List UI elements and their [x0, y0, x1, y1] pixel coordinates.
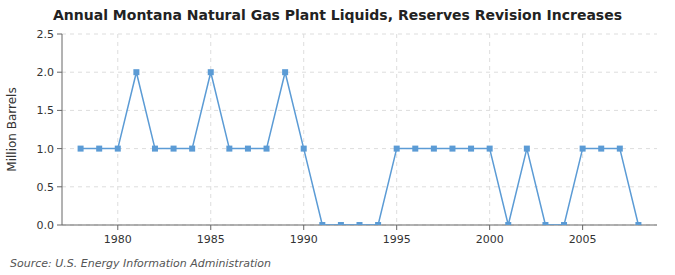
data-point: [171, 146, 177, 152]
data-point: [133, 69, 139, 75]
x-grid-line: [210, 34, 211, 225]
chart-title: Annual Montana Natural Gas Plant Liquids…: [53, 7, 622, 23]
y-tick-label: 1.0: [37, 143, 55, 156]
x-tick-label: 1990: [290, 233, 318, 246]
grid: [62, 34, 657, 225]
y-tick: [57, 225, 62, 226]
y-tick: [57, 110, 62, 111]
x-tick: [582, 225, 583, 230]
data-point: [394, 146, 400, 152]
data-point: [226, 146, 232, 152]
data-point: [561, 222, 567, 225]
data-point: [152, 146, 158, 152]
data-point: [412, 146, 418, 152]
data-point: [580, 146, 586, 152]
chart-svg: Annual Montana Natural Gas Plant Liquids…: [0, 0, 675, 275]
data-point: [208, 69, 214, 75]
y-tick-label: 1.5: [37, 104, 55, 117]
y-tick-label: 0.5: [37, 181, 55, 194]
data-point: [635, 222, 641, 225]
y-grid-line: [62, 148, 657, 149]
x-tick-label: 2000: [476, 233, 504, 246]
x-tick-label: 1980: [104, 233, 132, 246]
x-tick-label: 2005: [569, 233, 597, 246]
y-tick-label: 2.0: [37, 66, 55, 79]
x-grid-line: [489, 34, 490, 225]
x-grid-line: [582, 34, 583, 225]
data-point: [115, 146, 121, 152]
y-axis-line: [62, 34, 63, 225]
data-point: [449, 146, 455, 152]
y-grid-line: [62, 186, 657, 187]
x-tick: [489, 225, 490, 230]
y-tick: [57, 72, 62, 73]
x-tick: [396, 225, 397, 230]
y-grid-line: [62, 34, 657, 35]
data-point: [375, 222, 381, 225]
data-group: [78, 69, 642, 225]
y-tick: [57, 148, 62, 149]
data-point: [245, 146, 251, 152]
data-point: [598, 146, 604, 152]
data-point: [505, 222, 511, 225]
source-note: Source: U.S. Energy Information Administ…: [10, 257, 271, 270]
data-point: [264, 146, 270, 152]
x-tick: [117, 225, 118, 230]
chart-container: Annual Montana Natural Gas Plant Liquids…: [0, 0, 675, 275]
data-line: [81, 72, 639, 225]
data-point: [357, 222, 363, 225]
data-point: [78, 146, 84, 152]
y-grid-line: [62, 72, 657, 73]
data-point: [542, 222, 548, 225]
data-point: [617, 146, 623, 152]
data-point: [487, 146, 493, 152]
y-tick: [57, 186, 62, 187]
x-tick: [210, 225, 211, 230]
x-grid-line: [303, 34, 304, 225]
data-point: [189, 146, 195, 152]
axes: 0.0 0.5 1.0 1.5 2.0 2.5 1980 1985 1990 1995 2000 20…: [37, 28, 658, 246]
data-point: [431, 146, 437, 152]
x-grid-line: [117, 34, 118, 225]
y-tick: [57, 34, 62, 35]
y-tick-label: 0.0: [37, 219, 55, 232]
x-grid-line: [396, 34, 397, 225]
x-tick-label: 1985: [197, 233, 225, 246]
y-tick-label: 2.5: [37, 28, 55, 41]
data-point: [319, 222, 325, 225]
data-point: [338, 222, 344, 225]
data-point: [468, 146, 474, 152]
data-point: [96, 146, 102, 152]
data-point: [301, 146, 307, 152]
x-tick-label: 1995: [383, 233, 411, 246]
data-point: [282, 69, 288, 75]
data-point: [524, 146, 530, 152]
y-axis-label: Million Barrels: [5, 87, 19, 171]
y-grid-line: [62, 110, 657, 111]
x-tick: [303, 225, 304, 230]
